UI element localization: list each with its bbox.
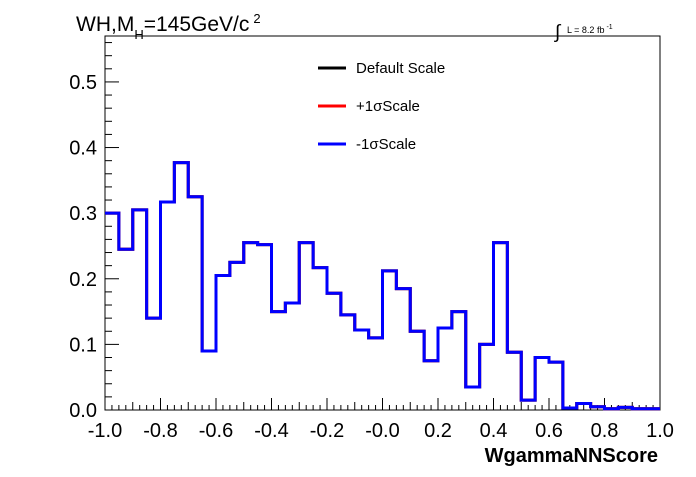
y-tick-label: 0.3: [69, 203, 97, 225]
y-tick-label: 0.2: [69, 269, 97, 291]
y-tick-label: 0.0: [69, 400, 97, 422]
x-tick-label: -1.0: [88, 420, 122, 442]
chart-title: WH,MH=145GeV/c 2: [76, 11, 261, 42]
x-tick-label: -0.2: [310, 420, 344, 442]
title-subscript: H: [134, 27, 143, 42]
y-tick-label: 0.1: [69, 334, 97, 356]
x-tick-label: -0.8: [143, 420, 177, 442]
x-tick-label: 0.4: [480, 420, 508, 442]
plot-frame: [104, 35, 661, 411]
luminosity-text: L = 8.2 fb: [567, 25, 604, 35]
luminosity-label: L = 8.2 fb -1: [567, 24, 613, 35]
x-tick-label: -0.0: [365, 420, 399, 442]
luminosity-superscript: -1: [606, 24, 612, 31]
title-superscript: 2: [253, 11, 260, 26]
x-axis-label: WgammaNNScore: [485, 445, 658, 467]
x-tick-label: 0.2: [424, 420, 452, 442]
histogram-series: [105, 161, 660, 411]
luminosity-integral-icon: ∫: [554, 22, 562, 43]
y-axis-ticks: 0.0 0.1 0.2 0.3 0.4 0.5: [69, 42, 119, 422]
title-main: WH,M: [76, 13, 134, 36]
legend: Default Scale +1σScale -1σScale: [318, 60, 445, 153]
x-tick-label: 0.8: [591, 420, 619, 442]
histogram-series-2: [105, 161, 660, 411]
x-tick-label: -0.4: [254, 420, 288, 442]
title-rest: =145GeV/c: [144, 13, 250, 36]
x-tick-label: 0.6: [535, 420, 563, 442]
y-tick-label: 0.4: [69, 138, 97, 160]
x-axis-ticks: -1.0 -0.8 -0.6 -0.4 -0.2 -0.0 0.2 0.4 0.6 0.8 1.0: [88, 398, 674, 442]
legend-label: Default Scale: [356, 60, 445, 77]
x-tick-label: -0.6: [199, 420, 233, 442]
x-tick-label: 1.0: [646, 420, 674, 442]
legend-label: -1σScale: [356, 136, 416, 153]
y-tick-label: 0.5: [69, 72, 97, 94]
legend-label: +1σScale: [356, 98, 420, 115]
